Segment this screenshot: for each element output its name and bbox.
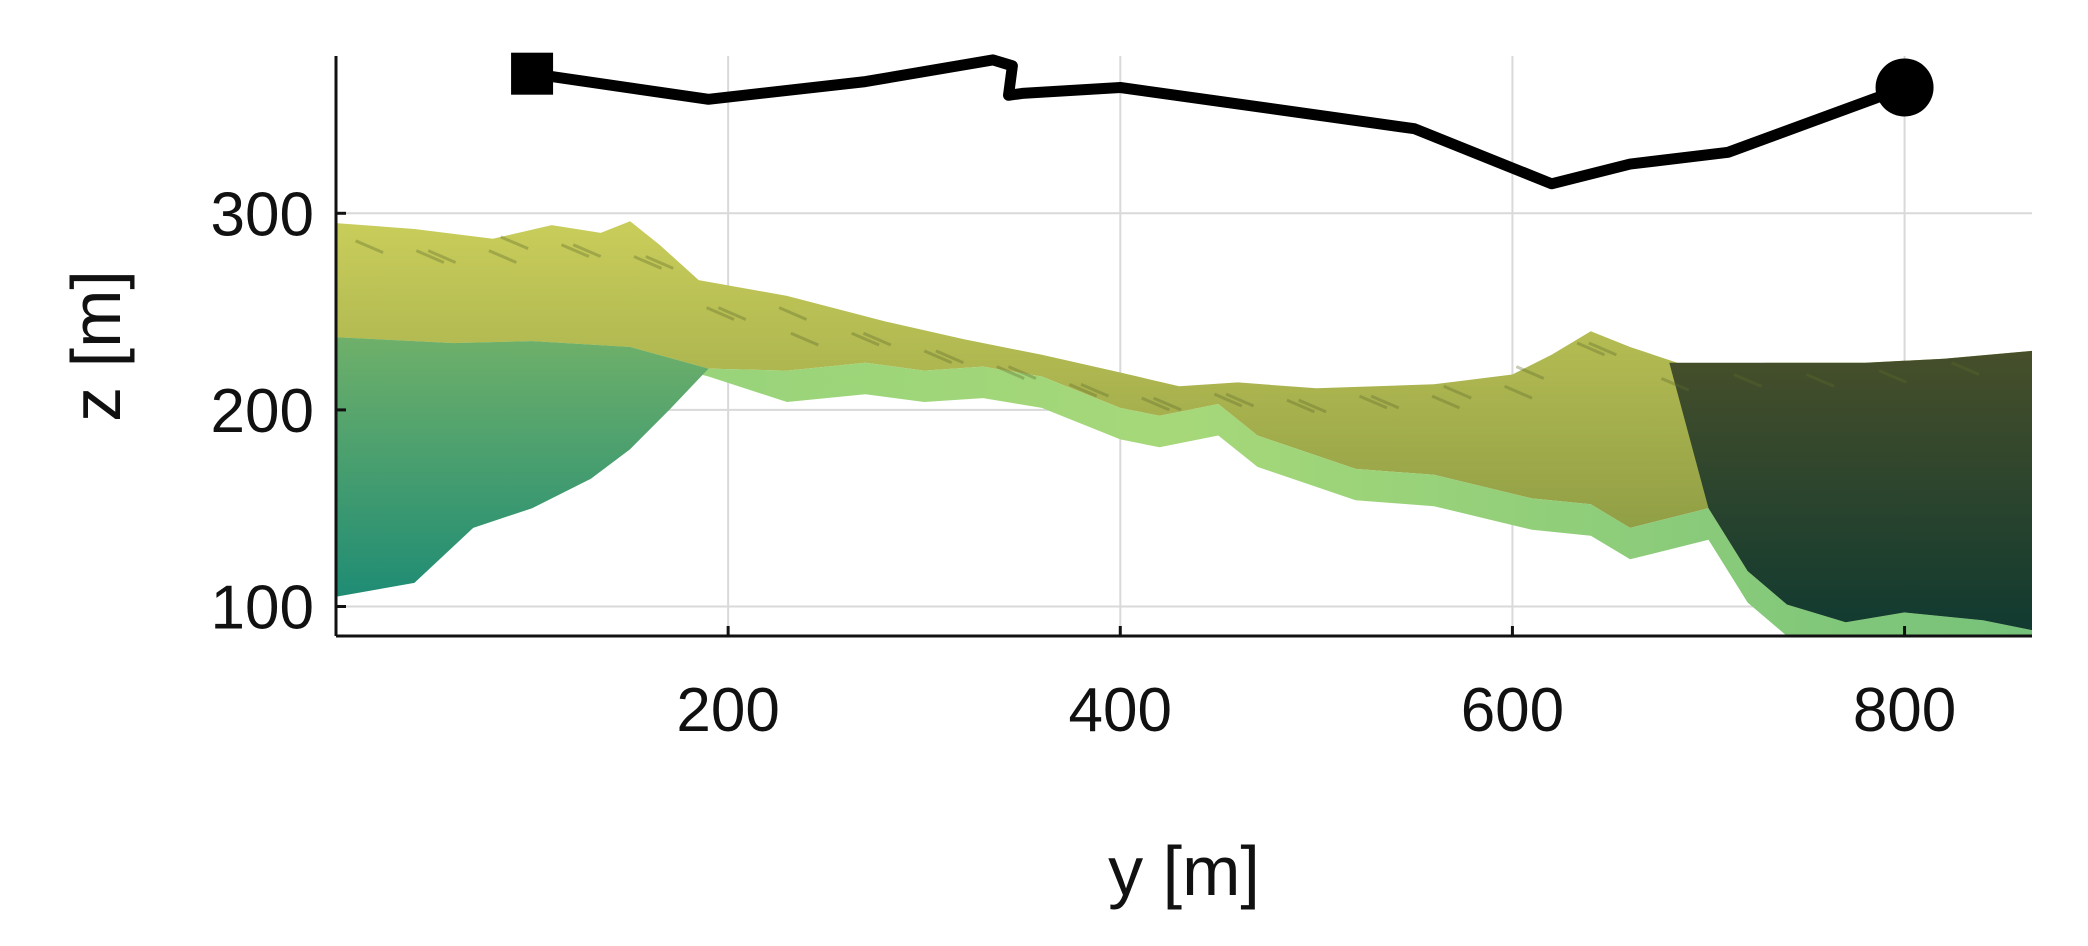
terrain-left-cliff bbox=[336, 337, 709, 597]
terrain-texture bbox=[1286, 398, 1315, 414]
terrain-texture bbox=[572, 243, 602, 258]
terrain-top-surface bbox=[336, 221, 2032, 631]
terrain-texture bbox=[778, 306, 808, 321]
terrain-texture bbox=[645, 255, 674, 270]
terrain-texture bbox=[1733, 373, 1763, 388]
terrain-dark-face bbox=[1669, 350, 2032, 631]
tick-labels: 200 400 600 800 100 200 300 bbox=[211, 180, 1957, 745]
terrain-texture bbox=[1805, 373, 1835, 388]
y-tick-label: 300 bbox=[211, 180, 314, 249]
terrain-texture bbox=[1358, 394, 1388, 410]
terrain-texture bbox=[923, 349, 953, 365]
axes bbox=[334, 56, 2032, 638]
terrain-texture bbox=[851, 331, 880, 347]
terrain-texture bbox=[1878, 369, 1908, 384]
terrain-texture bbox=[1153, 396, 1182, 412]
terrain-texture bbox=[1431, 394, 1461, 410]
terrain-texture bbox=[355, 239, 384, 254]
terrain-texture bbox=[1588, 341, 1617, 357]
terrain-texture bbox=[1068, 382, 1098, 398]
terrain-texture bbox=[1660, 377, 1690, 392]
y-tick-label: 100 bbox=[211, 574, 314, 643]
terrain-texture bbox=[560, 243, 590, 258]
terrain-texture bbox=[935, 349, 965, 365]
start-marker-square bbox=[511, 52, 554, 95]
terrain-texture bbox=[862, 331, 892, 347]
y-axis-label: z [m] bbox=[57, 270, 135, 422]
x-tick-label: 600 bbox=[1461, 676, 1564, 745]
terrain-texture bbox=[1951, 361, 1980, 376]
x-axis-label: y [m] bbox=[1108, 832, 1260, 910]
terrain-texture bbox=[633, 255, 663, 270]
terrain-texture bbox=[1503, 384, 1533, 400]
y-tick-label: 200 bbox=[211, 377, 314, 446]
terrain-texture bbox=[790, 331, 819, 347]
terrain-texture bbox=[427, 249, 457, 264]
terrain-texture bbox=[1576, 341, 1606, 357]
terrain-texture bbox=[488, 249, 517, 264]
terrain-texture bbox=[1298, 398, 1327, 414]
terrain-texture bbox=[1370, 394, 1400, 410]
terrain-texture bbox=[500, 235, 529, 251]
terrain-texture bbox=[717, 306, 747, 321]
terrain-texture bbox=[1443, 384, 1472, 400]
terrain-texture bbox=[996, 365, 1025, 380]
terrain-texture bbox=[705, 306, 735, 321]
terrain-texture bbox=[415, 249, 445, 264]
series bbox=[511, 52, 1934, 190]
terrain-texture bbox=[1080, 382, 1110, 398]
x-tick-label: 400 bbox=[1069, 676, 1172, 745]
terrain-surface bbox=[336, 221, 2032, 636]
trajectory-line bbox=[526, 54, 1911, 190]
terrain-texture bbox=[1213, 392, 1243, 408]
terrain-texture bbox=[1141, 396, 1170, 412]
terrain-texture bbox=[1515, 365, 1545, 380]
x-tick-label: 200 bbox=[676, 676, 779, 745]
end-marker-circle bbox=[1875, 58, 1934, 117]
terrain-texture bbox=[1225, 392, 1255, 408]
terrain-texture bbox=[1007, 365, 1037, 380]
x-tick-label: 800 bbox=[1853, 676, 1956, 745]
